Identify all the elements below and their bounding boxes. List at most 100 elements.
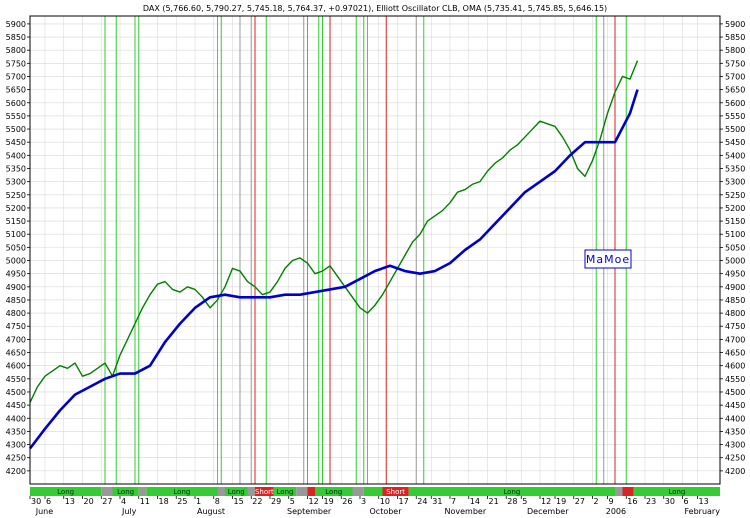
y-tick-label-left: 4900 xyxy=(6,283,26,292)
y-tick-label-right: 4200 xyxy=(725,467,745,476)
x-month-label: November xyxy=(445,507,487,516)
signal-band xyxy=(633,487,720,496)
y-tick-label-right: 4650 xyxy=(725,349,745,358)
y-tick-label-left: 5500 xyxy=(6,125,26,134)
x-tick-label: 27 xyxy=(575,497,585,506)
signal-band xyxy=(217,487,225,496)
y-tick-label-left: 5200 xyxy=(6,204,26,213)
x-tick-label: 11 xyxy=(140,497,150,506)
y-tick-label-right: 5350 xyxy=(725,164,745,173)
y-tick-label-right: 5750 xyxy=(725,59,745,68)
signal-band xyxy=(622,487,634,496)
y-tick-label-left: 4800 xyxy=(6,309,26,318)
y-tick-label-left: 5700 xyxy=(6,72,26,81)
x-tick-label: 20 xyxy=(84,497,94,506)
x-tick-label: 4 xyxy=(121,497,126,506)
signal-band-label: Long xyxy=(503,488,520,496)
y-tick-label-right: 5100 xyxy=(725,230,745,239)
x-tick-label: 12 xyxy=(541,497,551,506)
y-tick-label-left: 4200 xyxy=(6,467,26,476)
y-tick-label-right: 5000 xyxy=(725,257,745,266)
x-tick-label: 6 xyxy=(684,497,689,506)
y-tick-label-right: 4750 xyxy=(725,322,745,331)
x-month-label: June xyxy=(35,507,54,516)
y-tick-label-left: 5900 xyxy=(6,20,26,29)
x-tick-label: 14 xyxy=(470,497,480,506)
signal-band-label: Short xyxy=(386,488,405,496)
signal-band xyxy=(363,487,383,496)
y-tick-label-left: 4850 xyxy=(6,296,26,305)
signal-band-label: Long xyxy=(117,488,134,496)
y-tick-label-left: 4650 xyxy=(6,349,26,358)
y-tick-label-right: 5500 xyxy=(725,125,745,134)
y-tick-label-right: 5300 xyxy=(725,178,745,187)
watermark-box: MaMoe xyxy=(584,249,632,269)
y-tick-label-left: 4450 xyxy=(6,401,26,410)
y-tick-label-right: 4900 xyxy=(725,283,745,292)
signal-band-layer: Long Long Long Long Short Long Long Short Long Lo… xyxy=(30,487,720,496)
y-tick-label-left: 5600 xyxy=(6,99,26,108)
y-tick-label-right: 5200 xyxy=(725,204,745,213)
x-tick-label: 2 xyxy=(594,497,599,506)
y-tick-label-right: 5250 xyxy=(725,191,745,200)
x-tick-label: 13 xyxy=(699,497,709,506)
signal-band xyxy=(30,487,102,496)
y-tick-label-right: 5400 xyxy=(725,151,745,160)
x-month-label: December xyxy=(527,507,569,516)
x-tick-label: 5 xyxy=(290,497,295,506)
x-tick-label: 30 xyxy=(665,497,675,506)
x-tick-label: 21 xyxy=(489,497,499,506)
y-tick-label-left: 5800 xyxy=(6,46,26,55)
x-tick-label: 25 xyxy=(177,497,187,506)
x-month-label: August xyxy=(197,507,225,516)
x-tick-label: 3 xyxy=(361,497,366,506)
y-tick-label-right: 5050 xyxy=(725,243,745,252)
y-tick-label-left: 5050 xyxy=(6,243,26,252)
y-tick-label-right: 4600 xyxy=(725,362,745,371)
signal-band-label: Long xyxy=(57,488,74,496)
y-tick-label-left: 4700 xyxy=(6,335,26,344)
x-tick-label: 19 xyxy=(556,497,566,506)
y-tick-label-right: 4400 xyxy=(725,414,745,423)
x-tick-label: 22 xyxy=(252,497,262,506)
signal-band xyxy=(307,487,315,496)
y-tick-label-left: 5300 xyxy=(6,178,26,187)
y-tick-label-left: 4250 xyxy=(6,454,26,463)
x-tick-label: 12 xyxy=(309,497,319,506)
signal-band xyxy=(112,487,139,496)
x-tick-label: 5 xyxy=(522,497,527,506)
y-tick-label-left: 5400 xyxy=(6,151,26,160)
y-tick-label-left: 5650 xyxy=(6,86,26,95)
y-tick-label-left: 5000 xyxy=(6,257,26,266)
signal-band xyxy=(225,487,248,496)
signal-band xyxy=(382,487,409,496)
x-tick-label: 1 xyxy=(196,497,201,506)
x-axis: 30 6 13 20 27 4 11 18 25 1 8 15 22 29 5 12 19 26 3 10 17 24 31… xyxy=(29,496,721,516)
y-tick-label-right: 4850 xyxy=(725,296,745,305)
y-tick-label-right: 5800 xyxy=(725,46,745,55)
x-tick-label: 18 xyxy=(159,497,169,506)
signal-band xyxy=(352,487,364,496)
price-line xyxy=(29,60,639,403)
y-tick-label-right: 5600 xyxy=(725,99,745,108)
y-tick-label-left: 5750 xyxy=(6,59,26,68)
y-tick-label-right: 4300 xyxy=(725,441,745,450)
x-tick-label: 8 xyxy=(215,497,220,506)
signal-band-label: Long xyxy=(173,488,190,496)
x-month-label: July xyxy=(121,507,137,516)
y-tick-label-right: 4450 xyxy=(725,401,745,410)
x-tick-label: 17 xyxy=(399,497,409,506)
plot-frame xyxy=(29,15,721,485)
signal-band xyxy=(146,487,218,496)
signal-band xyxy=(273,487,297,496)
x-month-label: February xyxy=(685,507,721,516)
x-tick-label: 30 xyxy=(31,497,41,506)
watermark-label: MaMoe xyxy=(586,253,630,266)
y-tick-label-right: 4350 xyxy=(725,427,745,436)
x-tick-label: 31 xyxy=(432,497,442,506)
y-tick-label-right: 5450 xyxy=(725,138,745,147)
y-tick-label-left: 5250 xyxy=(6,191,26,200)
x-tick-label: 29 xyxy=(271,497,281,506)
signal-band xyxy=(408,487,615,496)
